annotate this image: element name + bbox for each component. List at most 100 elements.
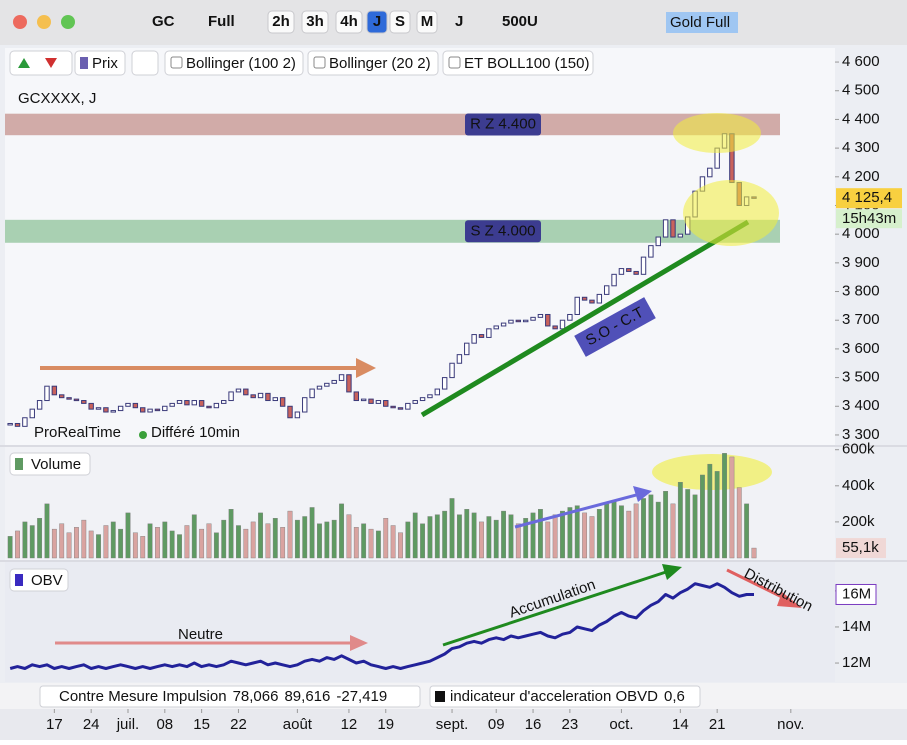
timeframe-button[interactable] [267,10,295,34]
volume-bar [508,514,514,559]
timeframe-button[interactable] [335,10,363,34]
zone-label-box [465,220,541,243]
volume-bar [309,507,315,559]
indicator-chip[interactable] [442,50,594,76]
candle [383,400,389,407]
indicator-chip[interactable] [164,50,304,76]
volume-bar [464,509,470,559]
volume-bar [515,523,521,559]
candle [243,388,249,396]
candle [508,319,514,324]
candle [559,319,566,330]
candle [346,374,352,393]
volume-bar [611,500,617,559]
zone-band [5,113,780,136]
candle [412,400,418,404]
candle [221,400,227,404]
x-tick-label: 24 [83,716,100,733]
candle [456,354,463,364]
timeframe[interactable]: 2h [272,13,290,30]
candle [640,256,647,275]
candle [493,325,499,330]
arrow-accum [442,570,667,647]
down-arrow [45,58,57,68]
checkbox[interactable] [313,56,326,69]
volume-bar [15,530,20,559]
window-close[interactable] [13,15,27,29]
indicator-name[interactable]: Bollinger [186,55,244,72]
volume-bar [287,510,293,559]
timeframe-button[interactable] [416,10,438,34]
candle [368,398,374,404]
zone-label-box [465,113,541,136]
obv-panel [5,562,835,682]
timeframe[interactable]: S [395,13,405,30]
indicator-chip[interactable] [307,50,439,76]
indicator-name[interactable]: Bollinger [329,55,387,72]
volume-bar [479,521,484,559]
candle [338,374,345,381]
zone-label: R Z 4.400 [470,115,536,132]
prix-label[interactable]: Prix [92,55,118,72]
window-zoom[interactable] [61,15,75,29]
window-minimize[interactable] [37,15,51,29]
y-tick-label: 3 500 [842,369,880,386]
candle [132,402,139,409]
volume-bar [353,527,359,559]
checkbox[interactable] [448,56,461,69]
volume-bar [228,509,234,559]
obv-icon [15,574,23,586]
candle [302,397,308,413]
indicator-chip[interactable] [131,50,159,76]
preset[interactable]: Gold Full [670,14,730,31]
status-dot [139,431,147,439]
volume-bar [751,547,757,559]
candle [464,342,470,356]
range[interactable]: Full [208,13,235,30]
units[interactable]: 500U [502,13,538,30]
x-tick-label: 16 [525,716,542,733]
timeframe-button[interactable] [389,10,411,34]
timeframe[interactable]: J [373,13,381,30]
y-tick-label: 14M [842,618,871,635]
volume-bar [405,521,411,559]
volume-bar [59,523,65,559]
indicator-value: 0,6 [664,688,685,705]
indicator-params[interactable]: (20 2) [391,55,430,72]
checkbox[interactable] [170,56,183,69]
x-tick-label: 19 [377,716,394,733]
timeframe[interactable]: 3h [306,13,324,30]
timeframe-button[interactable] [301,10,329,34]
preset-field[interactable] [666,12,738,33]
timeframe[interactable]: M [421,13,434,30]
volume-bar [538,509,543,559]
volume-bar [420,523,425,559]
volume-bar [486,516,492,559]
volume-bar [722,453,727,559]
indicator-chip[interactable] [9,50,73,76]
candle [390,405,396,409]
prix-icon [80,57,88,69]
volume-bar [383,518,389,559]
volume-bar [641,498,646,559]
volume-bar [501,510,506,559]
y-tick-label: 4 400 [842,110,880,127]
volume-bar [596,509,602,559]
x-tick-label: 15 [193,716,210,733]
indicator-params[interactable]: (150) [554,55,589,72]
symbol[interactable]: GC [152,13,175,30]
volume-bar [449,498,455,559]
volume-bar [339,503,344,559]
timeframe[interactable]: 4h [340,13,358,30]
indicator-name[interactable]: ET BOLL100 [464,55,550,72]
timeframe-button[interactable] [366,10,388,34]
volume-bar [677,481,683,559]
y-tick-label: 3 900 [842,254,880,271]
period[interactable]: J [455,13,463,30]
volume-bar [604,503,610,559]
indicator-params[interactable]: (100 2) [248,55,296,72]
candle [655,236,661,247]
arrow-head [350,635,368,651]
x-tick-label: oct. [609,716,633,733]
trend-label-box [574,297,656,357]
